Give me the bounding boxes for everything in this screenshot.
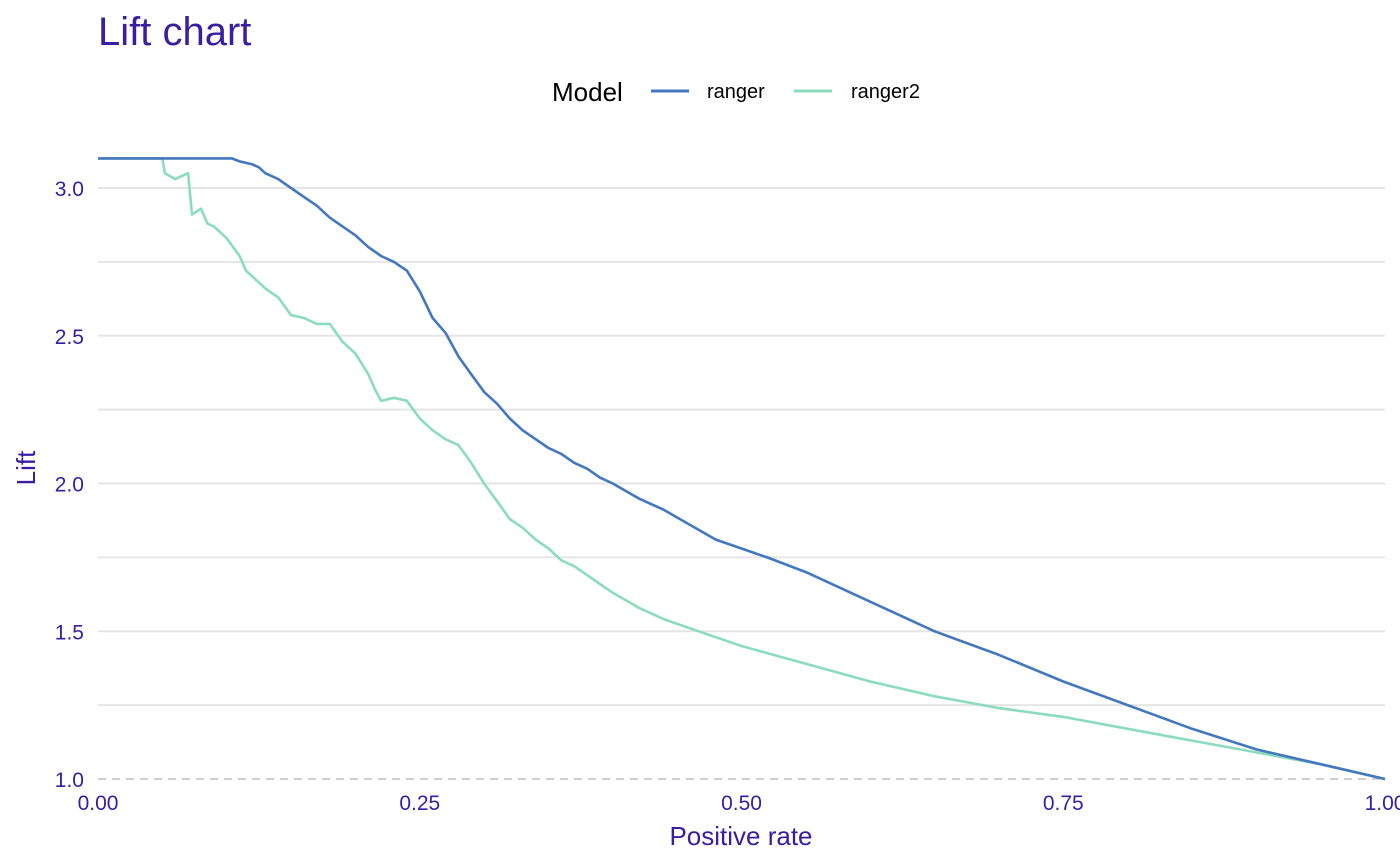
series-line-ranger2 xyxy=(98,157,1386,781)
gridlines xyxy=(98,187,1385,707)
y-axis-title: Lift xyxy=(11,450,41,485)
x-tick-label: 0.50 xyxy=(721,792,762,815)
y-tick-label: 3.0 xyxy=(55,178,84,201)
x-tick-label: 1.00 xyxy=(1365,792,1400,815)
y-tick-label: 1.5 xyxy=(55,621,84,644)
legend-label-ranger: ranger xyxy=(707,81,765,103)
x-tick-label: 0.75 xyxy=(1043,792,1084,815)
y-tick-label: 2.0 xyxy=(55,474,84,497)
y-tick-label: 1.0 xyxy=(55,769,84,792)
x-axis-ticks: 0.00 0.25 0.50 0.75 1.00 xyxy=(78,792,1400,815)
y-tick-label: 2.5 xyxy=(55,326,84,349)
legend-label-ranger2: ranger2 xyxy=(851,81,920,103)
x-tick-label: 0.00 xyxy=(78,792,119,815)
x-tick-label: 0.25 xyxy=(399,792,440,815)
chart-title: Lift chart xyxy=(98,10,252,54)
x-axis-title: Positive rate xyxy=(669,821,812,851)
y-axis-ticks: 1.0 1.5 2.0 2.5 3.0 xyxy=(55,178,84,792)
series-line-ranger xyxy=(98,157,1386,781)
legend-title: Model xyxy=(552,77,623,107)
legend-items: ranger ranger2 xyxy=(651,81,920,103)
series-lines xyxy=(98,157,1386,781)
legend: Model ranger ranger2 xyxy=(552,77,920,107)
